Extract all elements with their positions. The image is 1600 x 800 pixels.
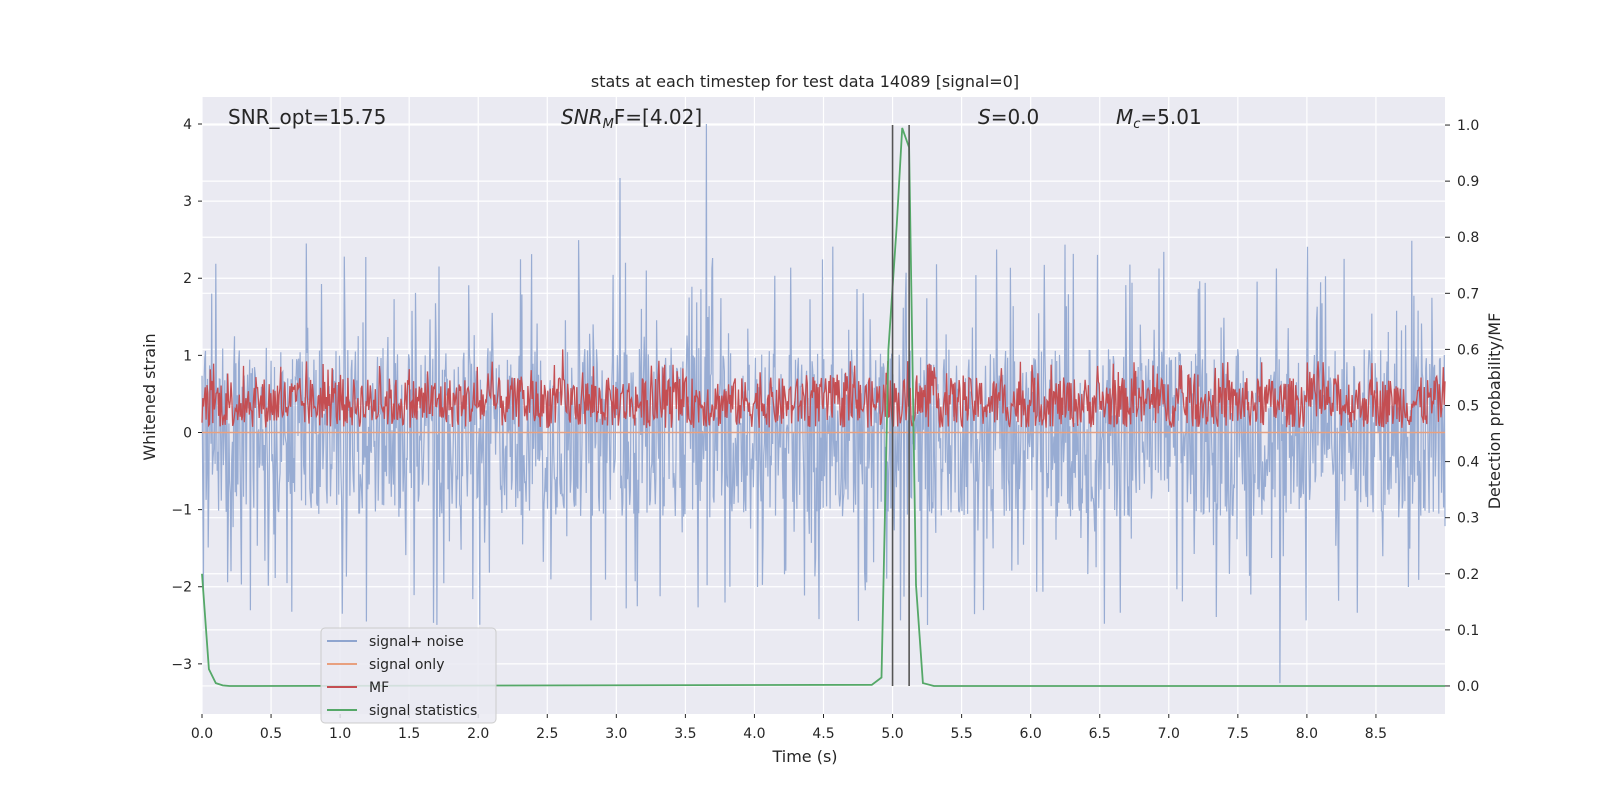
series-mf xyxy=(201,349,1446,430)
x-tick-label: 6.0 xyxy=(1020,726,1042,742)
mc-annotation: Mc=5.01 xyxy=(1116,105,1202,132)
legend-label: signal statistics xyxy=(369,703,477,719)
y-right-tick-label: 0.8 xyxy=(1457,230,1479,246)
x-tick-label: 2.5 xyxy=(536,726,558,742)
legend-label: signal only xyxy=(369,657,444,673)
x-tick-label: 7.5 xyxy=(1227,726,1249,742)
x-tick-label: 0.5 xyxy=(260,726,282,742)
s-symbol: S xyxy=(978,105,991,129)
y-axis-right: 0.0 0.1 0.2 0.3 0.4 0.5 0.6 0.7 0.8 0.9 1.0 xyxy=(1445,118,1479,695)
y-right-tick-label: 0.1 xyxy=(1457,623,1479,639)
snr-mf-symbol: SNR xyxy=(561,105,603,129)
x-tick-label: 8.5 xyxy=(1365,726,1387,742)
y-right-tick-label: 0.4 xyxy=(1457,455,1479,471)
x-tick-label: 3.5 xyxy=(674,726,696,742)
y-left-tick-label: 3 xyxy=(183,194,192,210)
s-value: =0.0 xyxy=(991,105,1040,129)
mc-value: =5.01 xyxy=(1140,105,1201,129)
x-tick-label: 6.5 xyxy=(1089,726,1111,742)
y-right-tick-label: 0.7 xyxy=(1457,286,1479,302)
y-left-tick-label: 0 xyxy=(183,425,192,441)
y-right-tick-label: 0.2 xyxy=(1457,567,1479,583)
series-signal-statistics xyxy=(201,127,1445,687)
x-tick-label: 3.0 xyxy=(605,726,627,742)
legend-label: signal+ noise xyxy=(369,634,464,650)
x-tick-label: 5.0 xyxy=(881,726,903,742)
s-annotation: S=0.0 xyxy=(978,105,1039,129)
snr-mf-subscript: M xyxy=(603,117,614,132)
y-right-tick-label: 0.0 xyxy=(1457,679,1479,695)
y-right-tick-label: 0.5 xyxy=(1457,399,1479,415)
y-left-tick-label: −2 xyxy=(171,580,192,596)
y-axis-left: −3 −2 −1 0 1 2 3 4 xyxy=(171,117,202,673)
y-left-tick-label: 2 xyxy=(183,271,192,287)
legend: signal+ noise signal only MF signal statist… xyxy=(320,627,497,724)
snr-mf-value: F=[4.02] xyxy=(614,105,702,129)
y-left-tick-label: −3 xyxy=(171,657,192,673)
y-right-tick-label: 0.3 xyxy=(1457,511,1479,527)
snr-opt-annotation: SNR_opt=15.75 xyxy=(228,105,386,129)
mc-symbol: M xyxy=(1116,105,1133,129)
series-layer xyxy=(201,123,1446,687)
annotations: SNR_opt=15.75 SNRMF=[4.02] S=0.0 Mc=5.01 xyxy=(228,105,1202,132)
y-left-tick-label: −1 xyxy=(171,503,192,519)
y-left-tick-label: 1 xyxy=(183,348,192,364)
y-right-tick-label: 1.0 xyxy=(1457,118,1479,134)
y-axis-left-label: Whitened strain xyxy=(140,333,159,460)
x-tick-label: 4.0 xyxy=(743,726,765,742)
x-tick-label: 2.0 xyxy=(467,726,489,742)
x-tick-label: 0.0 xyxy=(191,726,213,742)
series-signal-noise xyxy=(201,123,1446,684)
y-axis-right-label: Detection probability/MF xyxy=(1485,313,1504,510)
x-axis-label: Time (s) xyxy=(771,747,837,766)
mc-subscript: c xyxy=(1133,117,1140,132)
x-tick-label: 1.5 xyxy=(398,726,420,742)
x-tick-label: 7.0 xyxy=(1158,726,1180,742)
x-axis: 0.0 0.5 1.0 1.5 2.0 2.5 3.0 3.5 4.0 4.5 5.0 5.5 6.0 6… xyxy=(191,714,1387,742)
y-left-tick-label: 4 xyxy=(183,117,192,133)
y-right-tick-label: 0.6 xyxy=(1457,342,1479,358)
legend-box xyxy=(320,627,497,724)
vertical-markers xyxy=(891,125,910,686)
snr-mf-annotation: SNRMF=[4.02] xyxy=(561,105,702,132)
x-tick-label: 8.0 xyxy=(1296,726,1318,742)
chart-title: stats at each timestep for test data 140… xyxy=(591,72,1019,91)
legend-label: MF xyxy=(369,680,389,696)
x-tick-label: 1.0 xyxy=(329,726,351,742)
y-right-tick-label: 0.9 xyxy=(1457,174,1479,190)
x-tick-label: 4.5 xyxy=(812,726,834,742)
x-tick-label: 5.5 xyxy=(950,726,972,742)
